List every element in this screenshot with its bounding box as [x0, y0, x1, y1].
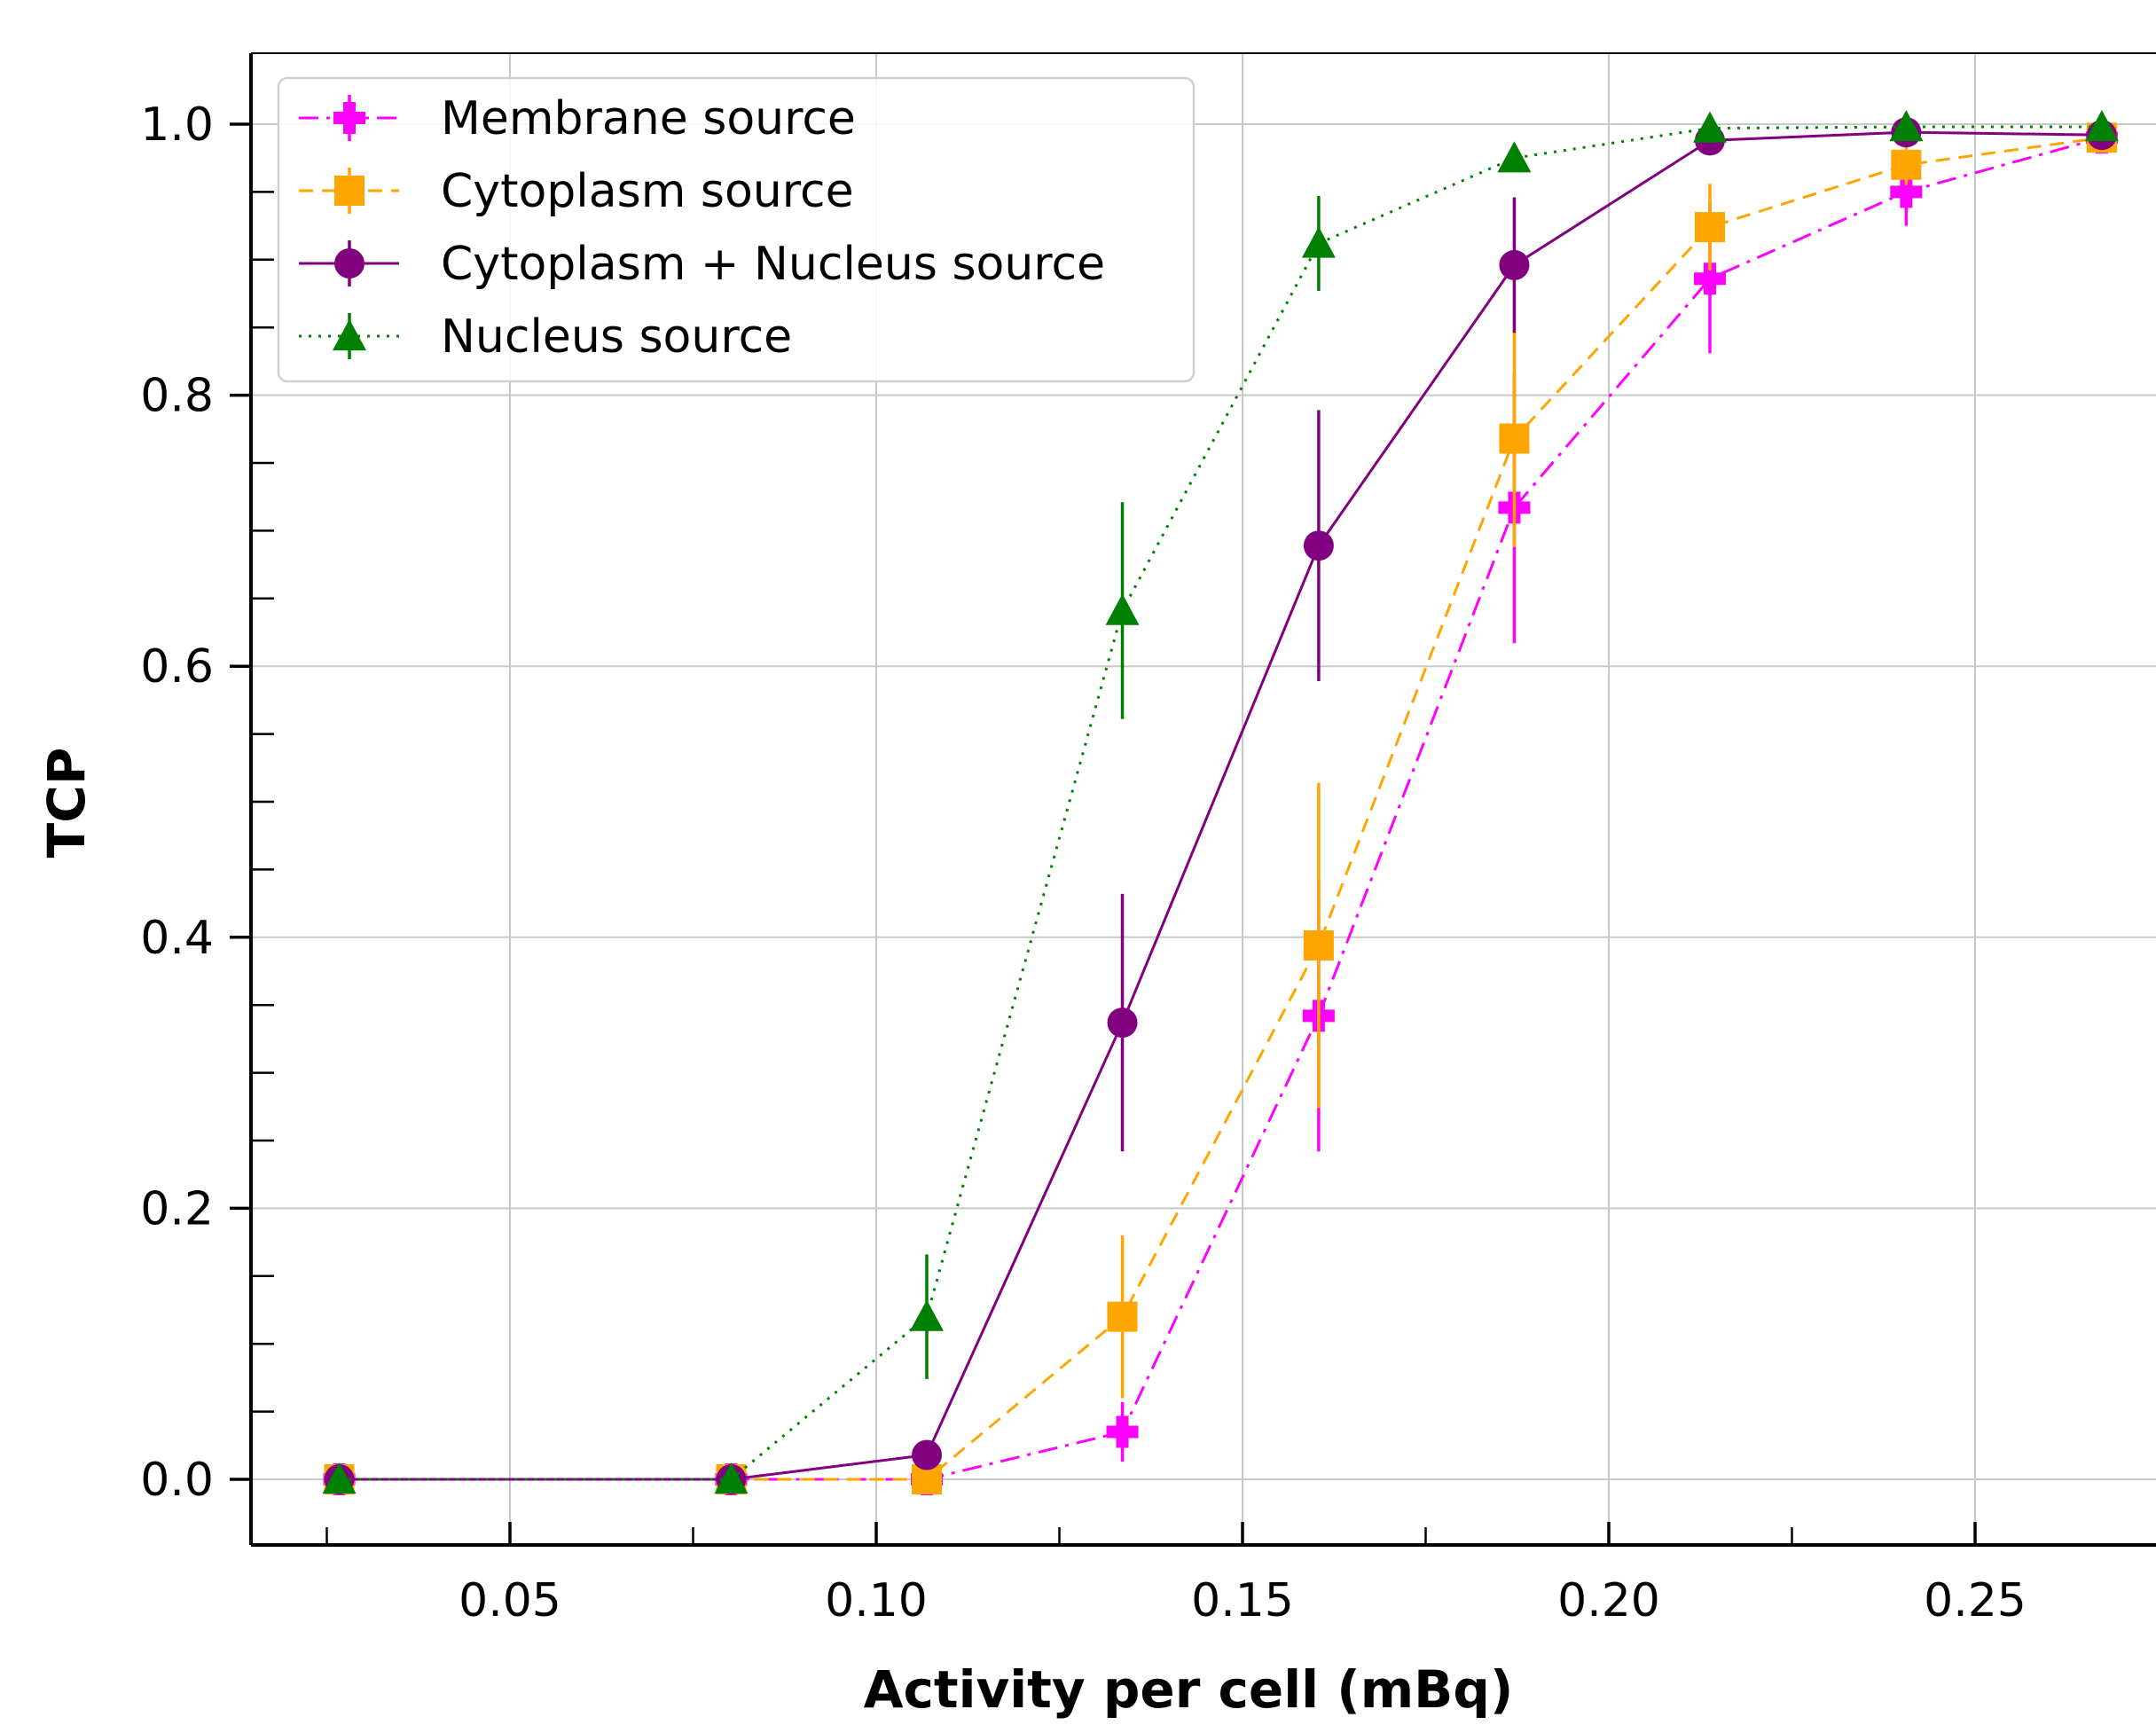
legend: Membrane source Cytoplasm source Cytoplasm… — [278, 78, 1194, 381]
y-tick-label: 0.4 — [140, 912, 214, 965]
data-point — [1304, 930, 1334, 961]
legend-label: Cytoplasm source — [441, 165, 854, 218]
legend-label: Membrane source — [441, 92, 856, 145]
data-point — [1108, 1008, 1138, 1038]
legend-marker — [334, 176, 365, 206]
data-point — [912, 1439, 942, 1470]
data-point — [1499, 250, 1529, 280]
x-tick-label: 0.25 — [1924, 1574, 2027, 1627]
x-tick-label: 0.05 — [459, 1574, 561, 1627]
y-tick-label: 0.8 — [140, 370, 214, 423]
y-tick-label: 0.6 — [140, 640, 214, 694]
data-point — [1304, 530, 1334, 561]
legend-label: Cytoplasm + Nucleus source — [441, 238, 1105, 291]
x-tick-label: 0.10 — [825, 1574, 928, 1627]
data-point — [1891, 150, 1921, 180]
legend-label: Nucleus source — [441, 310, 792, 364]
x-tick-label: 0.15 — [1191, 1574, 1294, 1627]
x-tick-label: 0.20 — [1557, 1574, 1660, 1627]
y-tick-label: 0.2 — [140, 1182, 214, 1235]
data-point — [1499, 423, 1529, 453]
y-tick-label: 1.0 — [140, 98, 214, 152]
data-point — [1695, 212, 1725, 242]
data-point — [1108, 1302, 1138, 1332]
y-tick-label: 0.0 — [140, 1454, 214, 1507]
y-axis-title: TCP — [36, 748, 97, 859]
x-axis-title: Activity per cell (mBq) — [864, 1659, 1514, 1720]
legend-marker — [334, 248, 365, 278]
